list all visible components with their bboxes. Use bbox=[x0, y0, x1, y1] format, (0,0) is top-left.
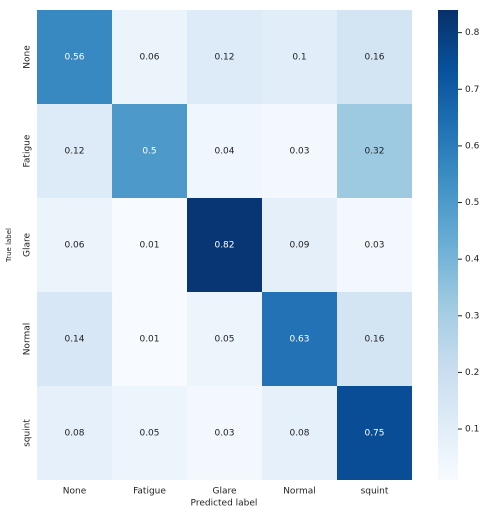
heatmap-cell bbox=[337, 104, 412, 198]
cell-label: 0.63 bbox=[289, 335, 309, 345]
cell-label: 0.08 bbox=[64, 429, 84, 439]
y-axis-label: True label bbox=[5, 228, 13, 263]
y-tick-label: Fatigue bbox=[23, 134, 33, 167]
colorbar-tick-label: 0.4 bbox=[465, 255, 480, 265]
heatmap-cell bbox=[112, 104, 187, 198]
x-tick-label: None bbox=[63, 487, 87, 497]
cell-label: 0.12 bbox=[64, 147, 84, 157]
x-tick-label: Normal bbox=[283, 487, 316, 497]
cell-label: 0.82 bbox=[214, 241, 234, 251]
colorbar-tick-label: 0.1 bbox=[465, 425, 479, 435]
heatmap-cell bbox=[337, 198, 412, 292]
cell-label: 0.09 bbox=[289, 241, 309, 251]
y-tick-label: Glare bbox=[23, 233, 33, 257]
y-tick-label: Normal bbox=[23, 323, 33, 356]
heatmap-cell bbox=[262, 386, 337, 480]
x-tick-label: squint bbox=[361, 487, 389, 497]
cell-label: 0.04 bbox=[214, 147, 234, 157]
colorbar-tick-label: 0.6 bbox=[465, 141, 480, 151]
cell-label: 0.56 bbox=[64, 53, 84, 63]
heatmap-cell bbox=[37, 292, 112, 386]
heatmap-cell bbox=[187, 386, 262, 480]
cell-label: 0.12 bbox=[214, 53, 234, 63]
heatmap-cell bbox=[187, 292, 262, 386]
cell-label: 0.32 bbox=[364, 147, 384, 157]
cell-label: 0.06 bbox=[139, 53, 159, 63]
cell-label: 0.06 bbox=[64, 241, 84, 251]
y-tick-label: None bbox=[23, 45, 33, 69]
cell-label: 0.14 bbox=[64, 335, 84, 345]
colorbar-tick-label: 0.5 bbox=[465, 198, 479, 208]
colorbar-tick-label: 0.2 bbox=[465, 368, 479, 378]
x-tick-label: Fatigue bbox=[133, 487, 166, 497]
heatmap-cell bbox=[112, 386, 187, 480]
heatmap-cell bbox=[262, 10, 337, 104]
cell-label: 0.01 bbox=[139, 241, 159, 251]
cell-label: 0.5 bbox=[142, 147, 156, 157]
cell-label: 0.75 bbox=[364, 429, 384, 439]
x-tick-label: Glare bbox=[212, 487, 236, 497]
cell-label: 0.01 bbox=[139, 335, 159, 345]
heatmap-cell bbox=[262, 198, 337, 292]
x-axis-label: Predicted label bbox=[191, 499, 258, 509]
colorbar bbox=[438, 10, 458, 480]
cell-label: 0.03 bbox=[289, 147, 309, 157]
heatmap-cell bbox=[262, 104, 337, 198]
heatmap-cell bbox=[112, 10, 187, 104]
heatmap-cell bbox=[37, 386, 112, 480]
heatmap-cell bbox=[187, 198, 262, 292]
heatmap-cell bbox=[37, 198, 112, 292]
colorbar-tick-label: 0.7 bbox=[465, 85, 479, 95]
heatmap-cell bbox=[37, 10, 112, 104]
heatmap-cell bbox=[187, 104, 262, 198]
heatmap-cell bbox=[112, 292, 187, 386]
heatmap-cell bbox=[112, 198, 187, 292]
cell-label: 0.16 bbox=[364, 335, 384, 345]
heatmap-cell bbox=[337, 386, 412, 480]
cell-label: 0.1 bbox=[292, 53, 306, 63]
colorbar-tick-label: 0.8 bbox=[465, 28, 480, 38]
heatmap-cell bbox=[337, 10, 412, 104]
heatmap-cell bbox=[337, 292, 412, 386]
heatmap-cell bbox=[262, 292, 337, 386]
heatmap-cell bbox=[187, 10, 262, 104]
y-tick-label: squint bbox=[23, 419, 33, 447]
cell-label: 0.05 bbox=[214, 335, 234, 345]
cell-label: 0.16 bbox=[364, 53, 384, 63]
colorbar-tick-label: 0.3 bbox=[465, 311, 479, 321]
heatmap-cell bbox=[37, 104, 112, 198]
cell-label: 0.03 bbox=[364, 241, 384, 251]
cell-label: 0.08 bbox=[289, 429, 309, 439]
cell-label: 0.05 bbox=[139, 429, 159, 439]
cell-label: 0.03 bbox=[214, 429, 234, 439]
